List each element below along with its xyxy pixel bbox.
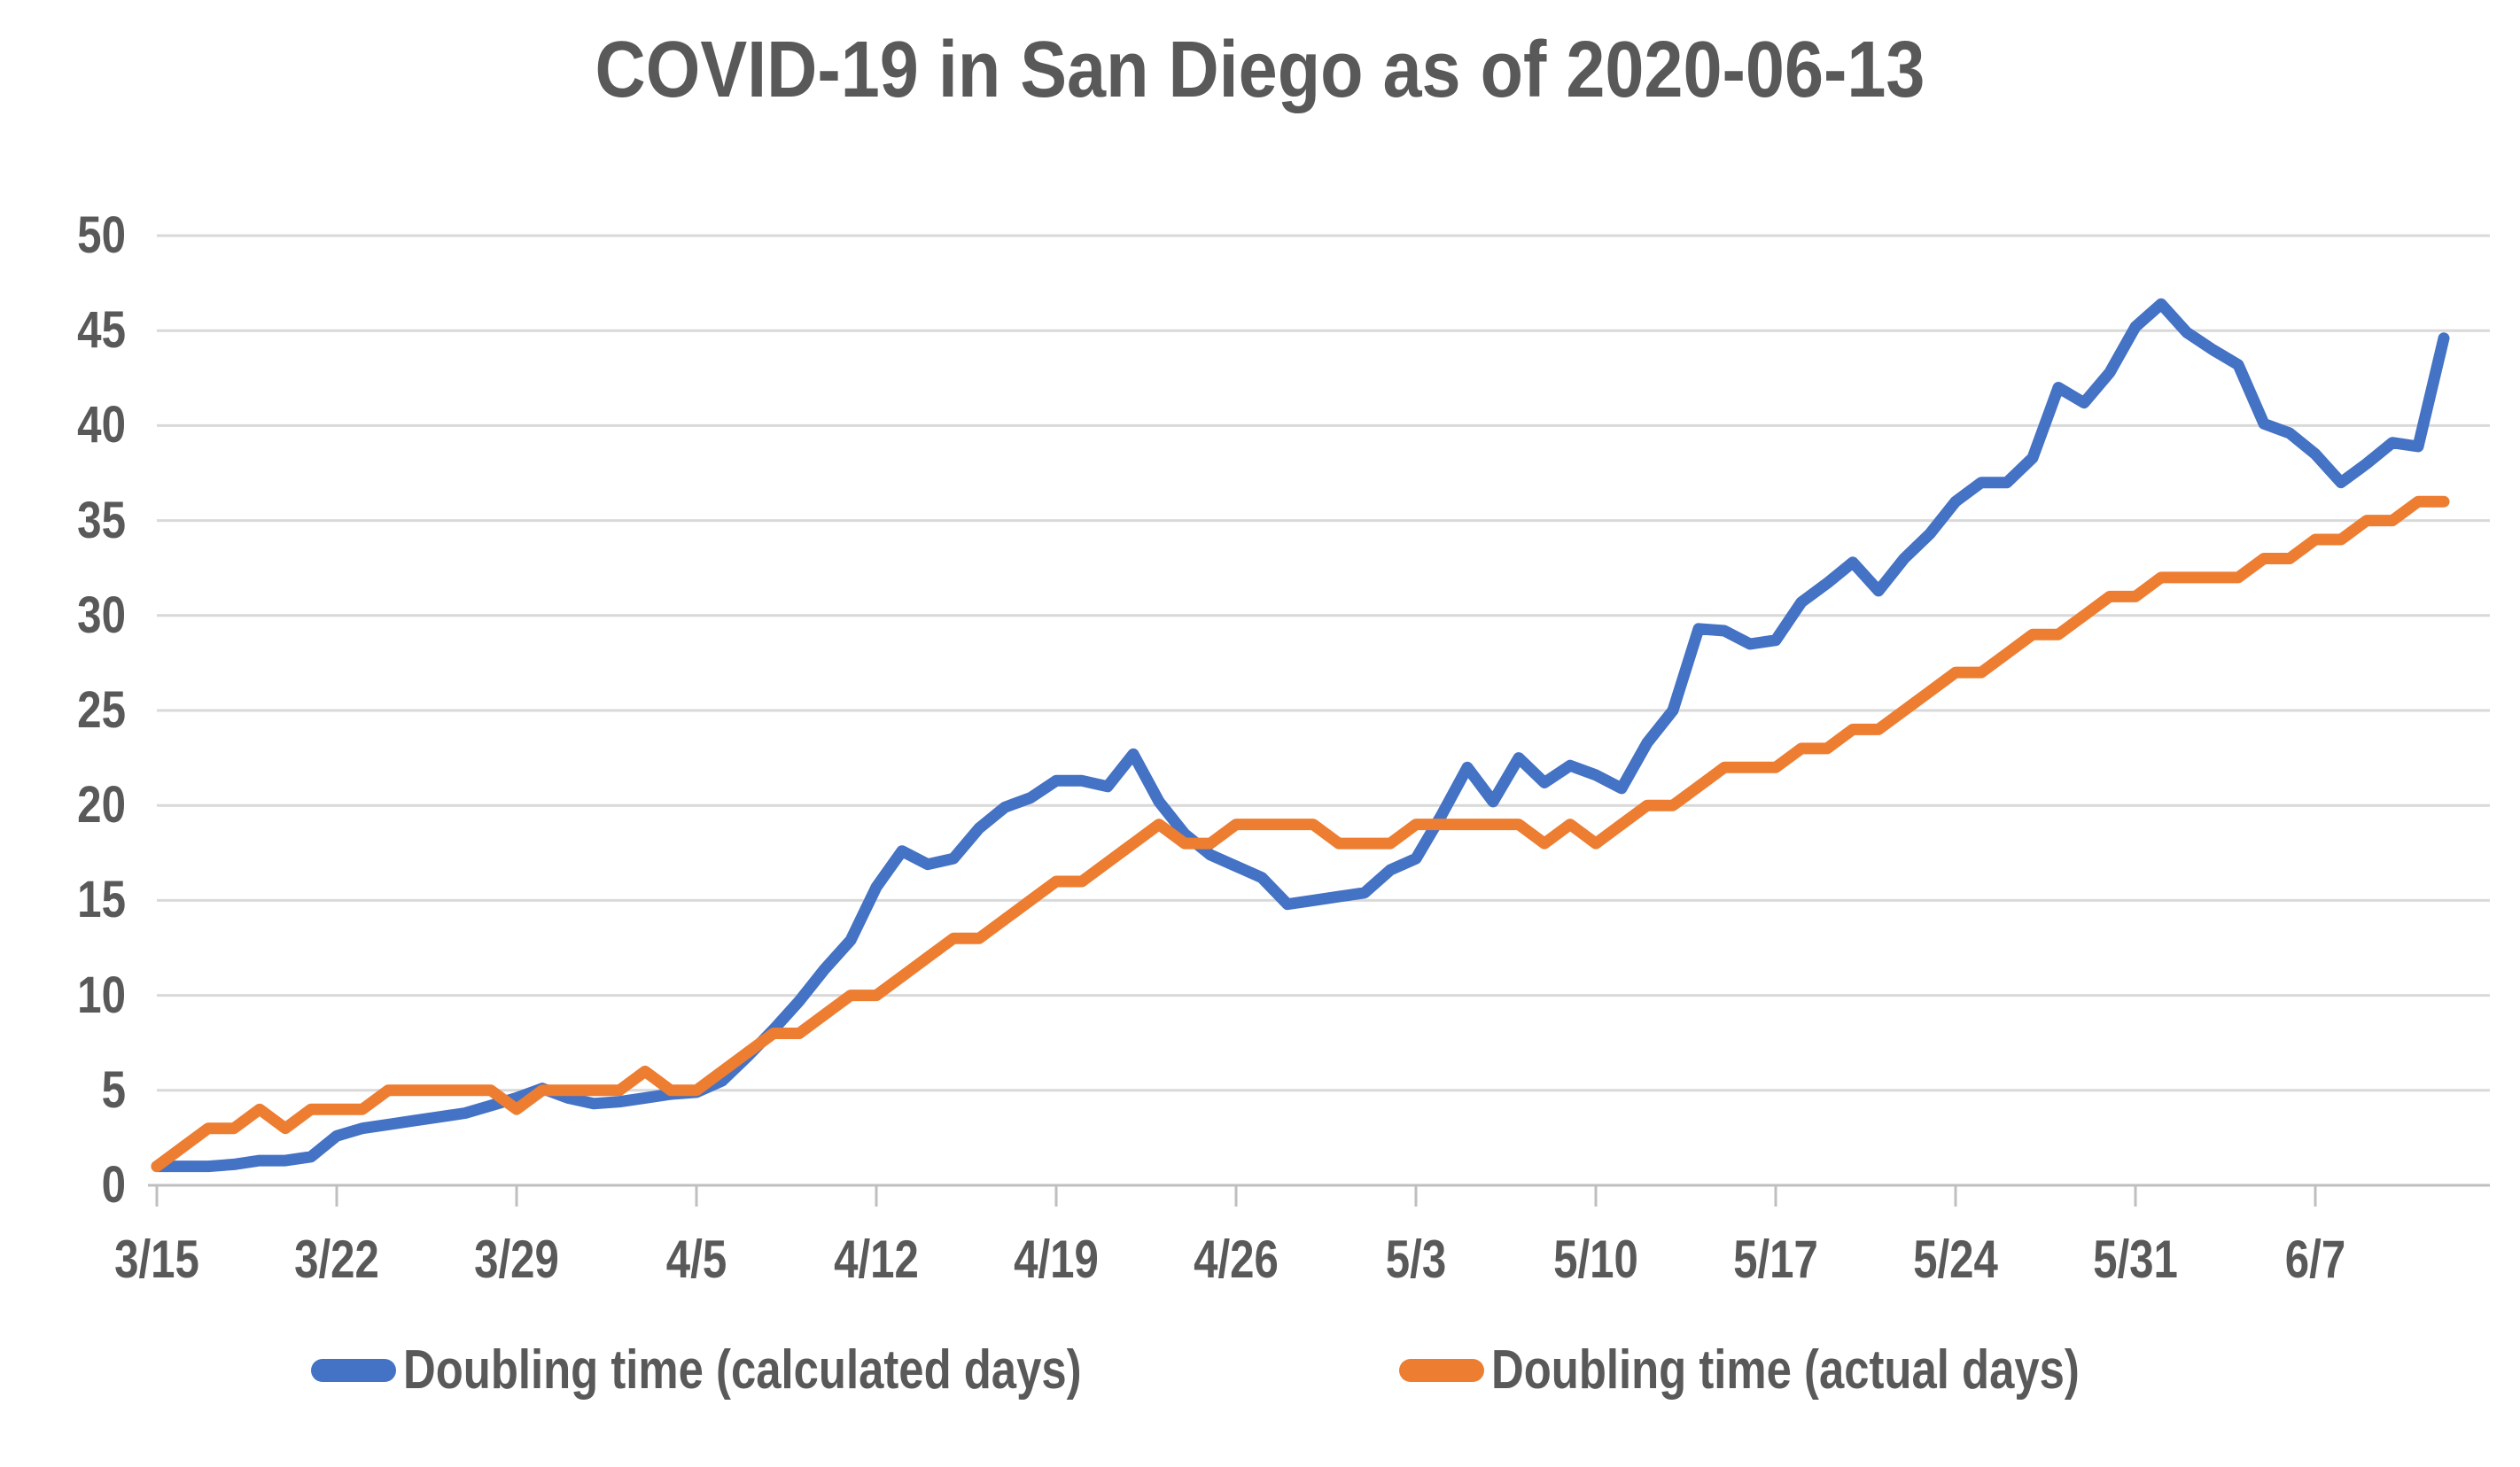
legend: Doubling time (calculated days) Doubling… [0, 1339, 2520, 1401]
x-axis-label: 3/29 [474, 1230, 559, 1289]
legend-item-actual: Doubling time (actual days) [1399, 1339, 2209, 1401]
x-axis-label: 4/12 [834, 1230, 919, 1289]
y-axis-label: 30 [77, 586, 126, 644]
legend-label-calculated: Doubling time (calculated days) [403, 1339, 1082, 1401]
x-axis-label: 4/19 [1014, 1230, 1099, 1289]
x-axis-label: 5/31 [2093, 1230, 2178, 1289]
x-axis-label: 5/17 [1733, 1230, 1818, 1289]
y-axis-label: 35 [77, 491, 126, 549]
x-axis-label: 3/22 [294, 1230, 379, 1289]
y-axis-label: 0 [101, 1156, 126, 1214]
legend-marker-calculated-icon [311, 1359, 397, 1382]
y-axis-label: 10 [77, 966, 126, 1024]
legend-item-calculated: Doubling time (calculated days) [311, 1339, 1231, 1401]
y-axis-label: 20 [77, 776, 126, 834]
legend-label-actual: Doubling time (actual days) [1491, 1339, 2080, 1401]
chart-title: COVID-19 in San Diego as of 2020-06-13 [595, 26, 1925, 114]
x-axis-label: 4/5 [665, 1230, 727, 1289]
y-axis-label: 40 [77, 396, 126, 454]
y-axis-label: 15 [77, 871, 126, 929]
y-axis-label: 25 [77, 681, 126, 739]
series-line-actual [151, 495, 2450, 1173]
y-axis-label: 5 [101, 1060, 126, 1119]
y-axis-label: 50 [77, 206, 126, 264]
x-axis-label: 4/26 [1194, 1230, 1279, 1289]
x-axis-label: 6/7 [2284, 1230, 2346, 1289]
series-line-calculated [151, 298, 2450, 1173]
x-axis-label: 5/10 [1553, 1230, 1638, 1289]
x-axis-label: 5/24 [1913, 1230, 1998, 1289]
legend-marker-actual-icon [1399, 1359, 1485, 1382]
x-axis-label: 3/15 [114, 1230, 199, 1289]
x-axis-label: 5/3 [1385, 1230, 1447, 1289]
y-axis-label: 45 [77, 301, 126, 360]
